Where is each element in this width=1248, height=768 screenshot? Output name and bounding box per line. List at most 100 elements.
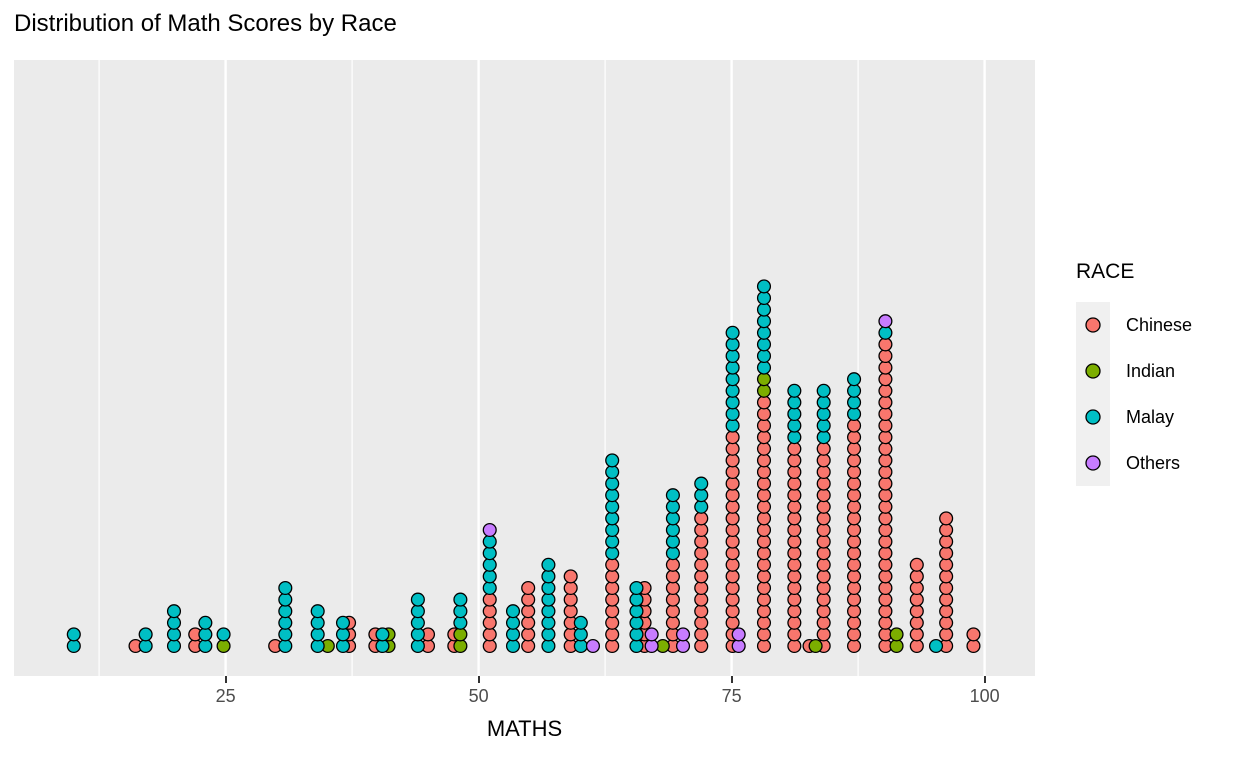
dot-malay [756,302,772,317]
dot-chinese [966,627,981,642]
dot-chinese [665,557,680,572]
dot-chinese [787,557,802,572]
dot-chinese [787,488,802,503]
dot-malay [410,627,425,642]
dot-malay [847,372,862,387]
dot-chinese [725,453,740,468]
dot-chinese [816,627,831,642]
dot-chinese [939,511,954,526]
dot-malay [665,522,680,538]
dot-chinese [725,441,740,456]
dot-chinese [816,522,831,538]
dot-chinese [725,615,740,630]
dot-malay [410,604,425,619]
dot-chinese [847,418,862,433]
dot-chinese [816,453,831,468]
dot-others [675,638,691,654]
legend-entry-indian: Indian [1073,348,1192,394]
dot-malay [482,557,497,572]
dot-chinese [756,557,772,572]
dot-malay [756,348,772,364]
chart-title: Distribution of Math Scores by Race [14,10,397,37]
dot-chinese [816,476,831,491]
dot-malay [335,615,351,630]
dot-malay [482,534,497,549]
dot-chinese [756,464,772,480]
dot-chinese [847,604,862,619]
dot-malay [629,627,644,642]
dot-others [585,638,601,654]
dot-malay [665,534,680,549]
dot-indian [756,372,772,387]
dot-chinese [563,569,578,584]
dot-chinese [847,476,862,491]
x-axis-tick-mark [730,676,733,683]
dot-chinese [939,569,954,584]
legend-title: RACE [1076,260,1135,283]
dot-chinese [694,580,709,596]
dot-malay [573,615,588,630]
dot-malay [310,627,325,642]
dot-chinese [756,615,772,630]
dot-malay [573,627,588,642]
dot-chinese [725,511,740,526]
dot-chinese [756,441,772,456]
dot-malay [482,580,497,596]
dot-chinese [787,453,802,468]
dot-malay [725,383,740,398]
legend-dot-icon [1085,317,1101,333]
dot-chinese [605,557,620,572]
dot-chinese [847,464,862,480]
dot-malay [375,638,390,654]
x-axis-tick-label: 50 [468,686,489,706]
dot-chinese [878,430,893,445]
dot-chinese [909,592,924,607]
dot-chinese [878,476,893,491]
dot-chinese [847,557,862,572]
dot-chinese [847,569,862,584]
dot-malay [410,638,425,654]
dot-chinese [482,627,497,642]
dot-chinese [756,418,772,433]
dot-chinese [878,592,893,607]
dot-chinese [816,488,831,503]
dot-malay [725,418,740,433]
dot-malay [629,592,644,607]
dot-chinese [605,569,620,584]
dot-malay [505,638,521,654]
dot-chinese [787,638,802,654]
dot-chinese [605,580,620,596]
dot-chinese [694,522,709,538]
dot-chinese [878,546,893,561]
dot-malay [541,615,556,630]
dot-chinese [787,627,802,642]
dot-chinese [605,604,620,619]
x-axis-tick-mark [477,676,480,683]
dot-others [731,627,746,642]
dot-chinese [694,604,709,619]
dot-chinese [816,580,831,596]
dot-chinese [725,557,740,572]
dot-malay [605,546,620,561]
dot-malay [541,627,556,642]
dot-chinese [694,592,709,607]
legend-key-swatch [1076,348,1110,394]
dot-chinese [787,464,802,480]
dot-malay [756,337,772,352]
dot-chinese [847,580,862,596]
dot-malay [816,395,831,410]
dot-chinese [787,546,802,561]
dot-malay [847,383,862,398]
dot-chinese [816,534,831,549]
dot-chinese [756,406,772,422]
dot-malay [198,615,213,630]
dot-chinese [482,638,497,654]
dot-chinese [725,534,740,549]
dot-chinese [878,464,893,480]
dot-chinese [939,534,954,549]
legend: RACE Chinese Indian Malay Others [1073,260,1192,486]
legend-label: Indian [1126,360,1176,381]
dot-chinese [694,569,709,584]
dot-malay [756,360,772,375]
